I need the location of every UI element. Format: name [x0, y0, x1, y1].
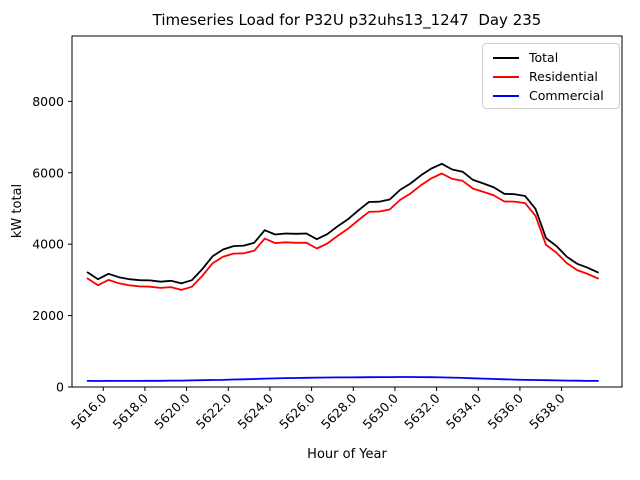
x-tick-label: 5622.0 [193, 390, 235, 432]
legend-label-residential: Residential [529, 69, 598, 84]
commercial-line-swatch [493, 95, 519, 97]
x-tick-label: 5634.0 [443, 390, 485, 432]
y-axis-label: kW total [10, 184, 25, 238]
y-tick-label: 8000 [32, 94, 64, 109]
legend-label-total: Total [529, 50, 559, 65]
legend-item-total: Total [493, 50, 611, 66]
y-tick-label: 6000 [32, 165, 64, 180]
residential-line-swatch [493, 76, 519, 78]
y-tick-label: 0 [56, 380, 64, 395]
y-tick-label: 4000 [32, 237, 64, 252]
series-line-residential [86, 172, 599, 291]
x-tick-label: 5620.0 [151, 390, 193, 432]
x-tick-label: 5638.0 [526, 390, 568, 432]
legend-item-residential: Residential [493, 69, 611, 85]
legend: Total Residential Commercial [482, 43, 620, 109]
x-tick-label: 5628.0 [318, 390, 360, 432]
x-tick-label: 5630.0 [359, 390, 401, 432]
x-tick-label: 5616.0 [68, 390, 110, 432]
x-axis-label: Hour of Year [307, 447, 387, 462]
legend-item-commercial: Commercial [493, 88, 611, 104]
x-tick-label: 5636.0 [484, 390, 526, 432]
chart-title: Timeseries Load for P32U p32uhs13_1247 D… [152, 11, 542, 30]
total-line-swatch [493, 57, 519, 59]
axes-frame [71, 35, 623, 388]
series-line-commercial [86, 376, 599, 382]
y-tick-label: 2000 [32, 308, 64, 323]
series-line-total [86, 162, 599, 285]
x-tick-label: 5632.0 [401, 390, 443, 432]
x-tick-label: 5618.0 [109, 390, 151, 432]
x-tick-label: 5626.0 [276, 390, 318, 432]
x-tick-label: 5624.0 [234, 390, 276, 432]
legend-label-commercial: Commercial [529, 88, 604, 103]
